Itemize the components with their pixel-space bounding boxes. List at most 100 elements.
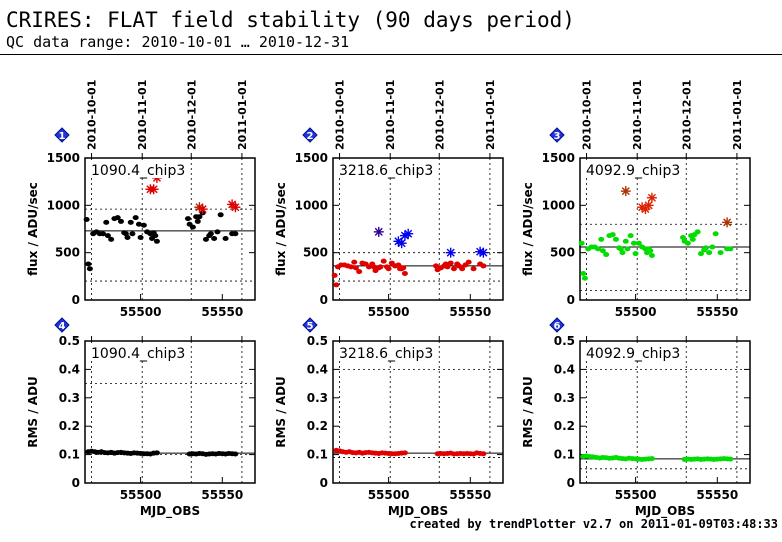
data-point bbox=[380, 258, 387, 264]
x-tick-label: 55550 bbox=[201, 488, 243, 502]
outlier-star-stroke bbox=[397, 239, 406, 248]
data-point bbox=[351, 259, 358, 265]
outlier-star bbox=[643, 200, 654, 211]
data-point bbox=[214, 229, 221, 235]
panel-badge-icon bbox=[302, 317, 318, 333]
panel-6: 0 0.1 0.2 0.3 0.4 0.5 55500 55550 RMS / ADU MJD_O… bbox=[521, 317, 751, 519]
data-point bbox=[459, 266, 466, 272]
data-point bbox=[232, 451, 239, 457]
outlier-star bbox=[722, 217, 733, 228]
data-point bbox=[202, 236, 209, 242]
x-tick-label: 55550 bbox=[449, 488, 491, 502]
y-tick-label: 0.1 bbox=[307, 448, 328, 462]
data-point bbox=[727, 246, 734, 252]
data-point bbox=[153, 238, 160, 244]
y-tick-label: 500 bbox=[550, 246, 575, 260]
data-point bbox=[189, 224, 196, 230]
y-tick-label: 0.1 bbox=[554, 448, 575, 462]
data-point bbox=[635, 240, 642, 246]
data-point bbox=[331, 272, 338, 278]
data-point bbox=[684, 240, 691, 246]
x-tick-label: 55500 bbox=[615, 305, 657, 319]
x-tick-label: 55550 bbox=[449, 305, 491, 319]
y-axis-label: RMS / ADU bbox=[26, 376, 40, 448]
data-point bbox=[137, 235, 144, 241]
data-point bbox=[702, 245, 709, 251]
y-tick-label: 0.5 bbox=[59, 334, 80, 348]
y-tick-label: 0 bbox=[72, 476, 80, 490]
data-point bbox=[211, 235, 218, 241]
data-point bbox=[132, 215, 139, 221]
data-point bbox=[104, 233, 111, 239]
data-point bbox=[114, 215, 121, 221]
panel-5: 0 0.1 0.2 0.3 0.4 0.5 55500 55550 RMS / ADU MJD_O… bbox=[274, 317, 504, 519]
footer-credit: created by trendPlotter v2.7 on 2011-01-… bbox=[409, 517, 778, 531]
data-point bbox=[385, 266, 392, 272]
data-point bbox=[333, 282, 340, 288]
data-point bbox=[679, 235, 686, 241]
y-tick-label: 0.4 bbox=[307, 362, 328, 376]
panel-badge-number: 1 bbox=[59, 131, 66, 142]
data-point bbox=[594, 246, 601, 252]
data-point bbox=[401, 270, 408, 276]
outlier-star-stroke bbox=[446, 248, 455, 257]
data-point bbox=[627, 233, 634, 239]
outlier-star-stroke bbox=[374, 227, 383, 236]
y-axis-label: flux / ADU/sec bbox=[274, 182, 288, 276]
data-point bbox=[122, 231, 129, 237]
panel-badge-icon bbox=[302, 127, 318, 143]
panel-label-bg bbox=[584, 345, 672, 361]
data-point bbox=[450, 266, 457, 272]
outlier-star-stroke bbox=[476, 247, 485, 256]
data-point bbox=[140, 222, 147, 228]
data-point bbox=[103, 219, 110, 225]
y-tick-label: 0.4 bbox=[59, 362, 80, 376]
date-tick-label: 2010-11-01 bbox=[631, 80, 644, 150]
outlier-star-stroke bbox=[198, 205, 207, 214]
panel-badge-icon bbox=[549, 317, 565, 333]
y-tick-label: 0.5 bbox=[554, 334, 575, 348]
data-point bbox=[444, 264, 451, 270]
panel-label: 3218.6_chip3 bbox=[339, 346, 433, 362]
plot-frame bbox=[579, 157, 751, 301]
y-tick-label: 0 bbox=[320, 476, 328, 490]
y-axis-label: RMS / ADU bbox=[521, 376, 535, 448]
date-tick-label: 2010-12-01 bbox=[185, 80, 198, 150]
date-tick-label: 2010-12-01 bbox=[433, 80, 446, 150]
data-point bbox=[135, 221, 142, 227]
data-point bbox=[352, 265, 359, 271]
y-tick-label: 1500 bbox=[47, 151, 80, 165]
data-point bbox=[581, 275, 588, 281]
y-axis-label: flux / ADU/sec bbox=[26, 182, 40, 276]
x-tick-label: 55500 bbox=[615, 488, 657, 502]
data-point bbox=[598, 236, 605, 242]
panel-label: 3218.6_chip3 bbox=[339, 163, 433, 179]
panel-badge-number: 3 bbox=[554, 131, 561, 142]
date-tick-label: 2010-10-01 bbox=[581, 80, 594, 150]
outlier-star bbox=[445, 247, 456, 258]
plot-frame bbox=[332, 340, 504, 484]
outlier-star-stroke bbox=[149, 185, 158, 194]
x-axis-label: MJD_OBS bbox=[388, 504, 448, 519]
panel-1: 2010-10-01 2010-11-01 2010-12-01 2011-01-01… bbox=[26, 80, 256, 319]
panel-label-bg bbox=[89, 345, 177, 361]
data-point bbox=[86, 266, 93, 272]
y-tick-label: 0.3 bbox=[554, 391, 575, 405]
panel-label: 1090.4_chip3 bbox=[91, 163, 185, 179]
x-tick-label: 55500 bbox=[120, 305, 162, 319]
data-point bbox=[717, 250, 724, 256]
data-point bbox=[632, 251, 639, 257]
data-point bbox=[630, 240, 637, 246]
x-tick-label: 55550 bbox=[696, 488, 738, 502]
y-tick-label: 1000 bbox=[47, 198, 80, 212]
data-point bbox=[706, 250, 713, 256]
data-point bbox=[83, 217, 90, 223]
data-point bbox=[465, 259, 472, 265]
data-point bbox=[117, 218, 124, 224]
data-point bbox=[370, 264, 377, 270]
outlier-star bbox=[373, 226, 384, 237]
y-tick-label: 0 bbox=[72, 293, 80, 307]
y-tick-label: 0.4 bbox=[554, 362, 575, 376]
panel-badge-number: 6 bbox=[554, 321, 561, 332]
